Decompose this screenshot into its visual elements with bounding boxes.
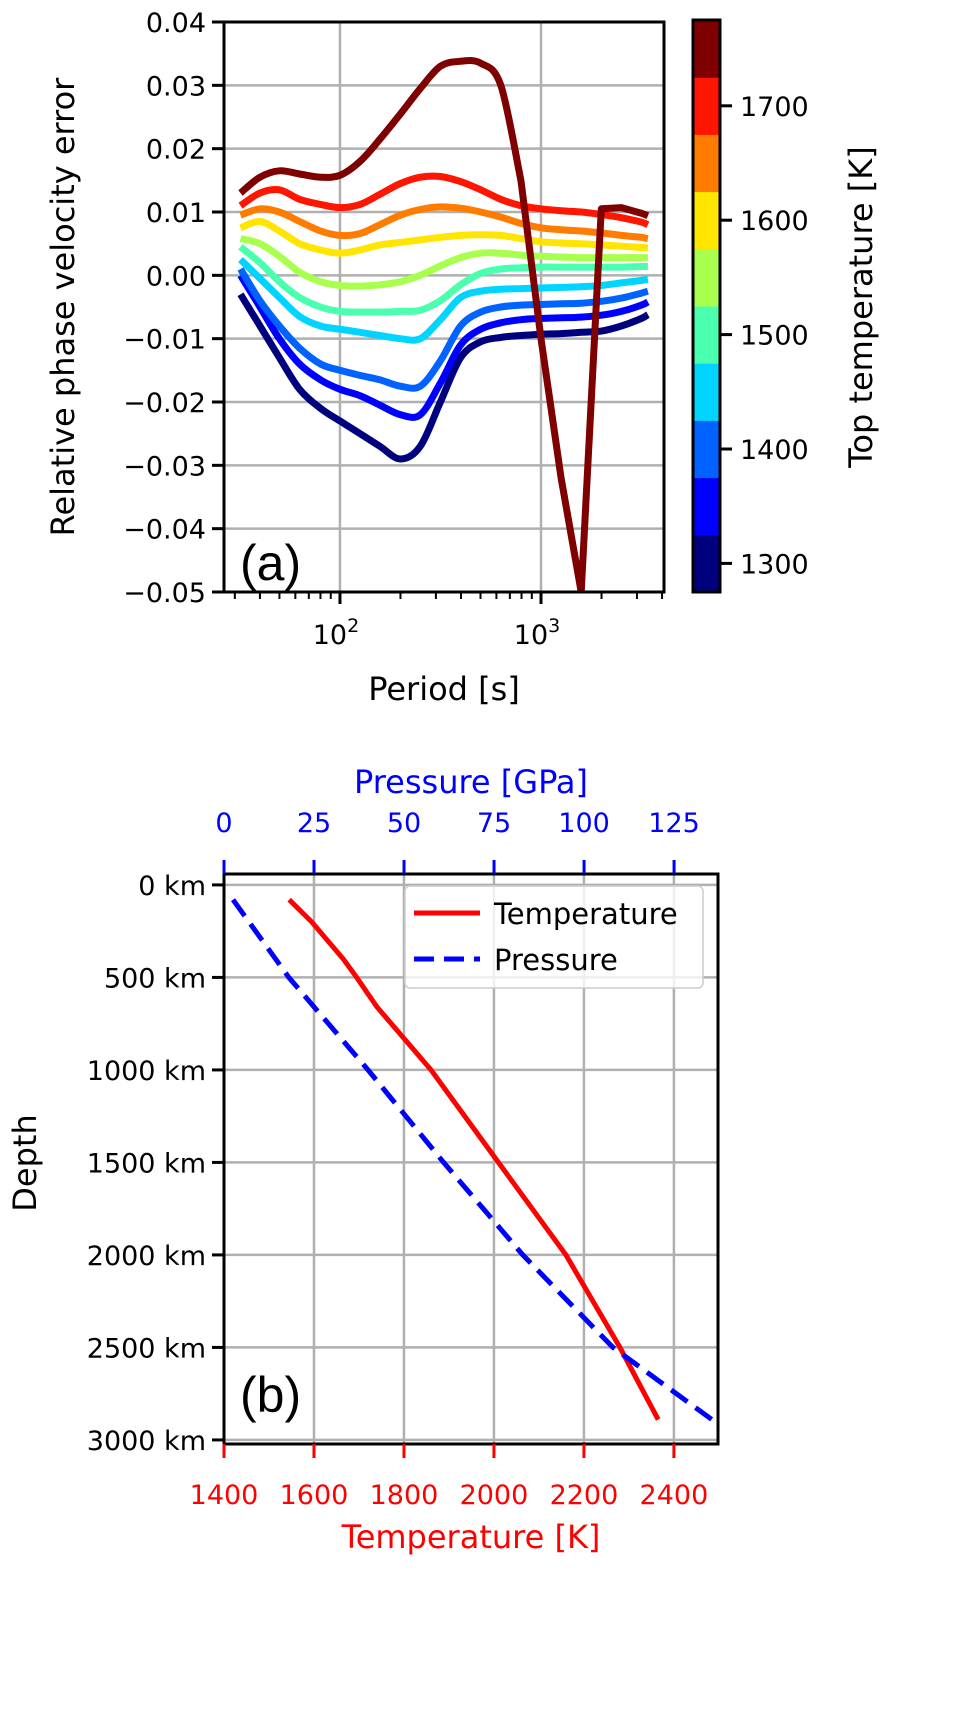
panel-b-pressure-ticks: 0 25 50 75 100 125	[215, 808, 700, 874]
y-tick-label: 1500 km	[87, 1148, 206, 1179]
colorbar-frame	[691, 18, 722, 594]
y-tick-label: 0.04	[146, 8, 206, 39]
panel-b: Temperature Pressure 0 km 500 km 1000 km 15…	[6, 763, 720, 1556]
colorbar-label: Top temperature [K]	[842, 146, 880, 468]
y-tick-label: 0 km	[138, 871, 206, 902]
panel-a-series	[237, 57, 650, 592]
temperature-axis-label: Temperature [K]	[341, 1518, 601, 1556]
colorbar-segment	[693, 77, 720, 135]
series-line-1750-k	[238, 57, 650, 592]
panel-b-series	[230, 897, 714, 1422]
panel-a: 0.04 0.03 0.02 0.01 0.00 −0.01 −0.02 −0.03 −0.04…	[44, 8, 880, 708]
legend-temperature-label: Temperature	[493, 897, 678, 931]
panel-a-x-ticks: 102 103	[233, 592, 664, 651]
y-tick-label: 2500 km	[87, 1333, 206, 1364]
panel-b-frame	[222, 872, 720, 1446]
series-line-1300-k	[237, 292, 650, 463]
pressure-tick-label: 25	[297, 808, 331, 839]
temperature-line	[287, 897, 661, 1421]
series-line-1400-k	[237, 267, 649, 392]
y-tick-label: −0.04	[123, 515, 206, 546]
colorbar-tick-label: 1600	[740, 206, 809, 237]
series-line-1700-k	[238, 172, 650, 228]
series-line-1600-k	[239, 218, 649, 257]
y-tick-label: −0.05	[123, 578, 206, 609]
colorbar-tick-label: 1400	[740, 435, 809, 466]
y-tick-label: 0.03	[146, 71, 206, 102]
y-tick-label: −0.02	[123, 388, 206, 419]
colorbar-segment	[693, 534, 720, 593]
panel-b-temperature-ticks: 1400 1600 1800 2000 2200 2400	[190, 1444, 709, 1511]
x-tick-label: 102	[313, 615, 359, 651]
pressure-tick-label: 50	[387, 808, 421, 839]
colorbar-segment	[693, 477, 720, 536]
temperature-tick-label: 2000	[460, 1480, 529, 1511]
x-tick-exponent: 2	[347, 615, 359, 637]
pressure-tick-label: 125	[648, 808, 700, 839]
y-tick-label: 2000 km	[87, 1241, 206, 1272]
panel-b-y-ticks: 0 km 500 km 1000 km 1500 km 2000 km 2500 km 30…	[87, 871, 224, 1457]
pressure-tick-label: 75	[477, 808, 511, 839]
colorbar-tick-label: 1700	[740, 92, 809, 123]
pressure-tick-label: 100	[558, 808, 610, 839]
colorbar-segment	[693, 134, 720, 193]
colorbar-segment	[693, 306, 720, 364]
y-tick-label: 0.01	[146, 198, 206, 229]
y-tick-label: 500 km	[104, 963, 206, 994]
y-tick-label: −0.01	[123, 325, 206, 356]
colorbar-segment	[693, 420, 720, 479]
panel-a-y-axis-label: Relative phase velocity error	[44, 77, 82, 537]
y-tick-label: 3000 km	[87, 1426, 206, 1457]
pressure-axis-label: Pressure [GPa]	[354, 763, 588, 801]
x-tick-label: 103	[514, 615, 560, 651]
panel-a-label: (a)	[240, 535, 301, 591]
panel-a-x-axis-label: Period [s]	[368, 670, 520, 708]
pressure-tick-label: 0	[215, 808, 232, 839]
temperature-tick-label: 2400	[640, 1480, 709, 1511]
colorbar-segment	[693, 191, 720, 250]
y-tick-label: −0.03	[123, 451, 206, 482]
y-tick-label: 1000 km	[87, 1056, 206, 1087]
x-tick-exponent: 3	[548, 615, 560, 637]
colorbar: 1300 1400 1500 1600 1700	[691, 18, 809, 594]
panel-b-legend: Temperature Pressure	[404, 885, 704, 989]
depth-axis-label: Depth	[6, 1114, 44, 1211]
series-line-1350-k	[237, 273, 650, 421]
colorbar-segment	[693, 248, 720, 307]
temperature-tick-label: 1800	[370, 1480, 439, 1511]
panel-b-label: (b)	[240, 1367, 301, 1423]
temperature-tick-label: 2200	[550, 1480, 619, 1511]
series-line-1550-k	[239, 235, 648, 290]
y-tick-label: 0.02	[146, 135, 206, 166]
pressure-line	[230, 898, 714, 1422]
colorbar-segment	[693, 20, 720, 78]
series-line-1650-k	[239, 203, 649, 243]
panel-a-frame	[222, 20, 666, 594]
y-tick-label: 0.00	[146, 261, 206, 292]
panel-a-y-ticks: 0.04 0.03 0.02 0.01 0.00 −0.01 −0.02 −0.03 −0.04…	[123, 8, 224, 609]
colorbar-segment	[693, 363, 720, 421]
colorbar-tick-label: 1300	[740, 549, 809, 580]
series-line-1450-k	[238, 257, 649, 344]
colorbar-tick-label: 1500	[740, 321, 809, 352]
legend-pressure-label: Pressure	[494, 943, 618, 977]
temperature-tick-label: 1400	[190, 1480, 259, 1511]
series-line-1500-k	[238, 244, 648, 316]
temperature-tick-label: 1600	[280, 1480, 349, 1511]
